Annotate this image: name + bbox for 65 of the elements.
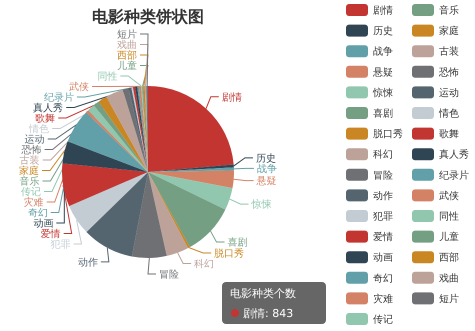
legend-label: 同性 [439, 210, 459, 222]
legend-label: 运动 [439, 86, 459, 99]
slice-label: 脱口秀 [214, 247, 244, 260]
legend-label: 奇幻 [373, 272, 393, 284]
legend-label: 家庭 [439, 25, 459, 38]
legend-label: 历史 [373, 25, 393, 38]
slice-label: 剧情 [222, 91, 242, 104]
legend-label: 恐怖 [438, 66, 459, 78]
legend-label: 剧情 [373, 4, 393, 16]
legend-label: 武侠 [439, 190, 459, 202]
slice-label: 悬疑 [256, 175, 277, 188]
legend-label: 歌舞 [439, 128, 459, 140]
slice-label: 纪录片 [44, 92, 74, 104]
legend-label: 动作 [373, 190, 393, 202]
legend-label: 战争 [373, 46, 393, 58]
legend-label: 喜剧 [373, 108, 393, 120]
slice-label: 爱情 [40, 228, 61, 240]
legend-label: 冒险 [373, 169, 393, 182]
legend-label: 惊悚 [372, 86, 393, 99]
text: 剧情: 843 [243, 307, 294, 320]
slice-label: 戏曲 [117, 39, 137, 51]
chart-title: 电影种类饼状图 [92, 7, 204, 26]
slice-label: 犯罪 [50, 240, 71, 250]
legend-label: 音乐 [439, 4, 459, 16]
legend-label: 脱口秀 [373, 128, 403, 140]
slice-label: 传记 [20, 186, 41, 198]
slice-label: 武侠 [69, 81, 90, 93]
slice-label: 歌舞 [35, 112, 56, 124]
slice-label: 运动 [24, 134, 45, 146]
legend-label: 动画 [373, 252, 393, 264]
slice-label: 真人秀 [33, 102, 64, 114]
legend-label: 犯罪 [373, 212, 393, 222]
slice-label: 动作 [78, 257, 98, 268]
slice-label: 音乐 [19, 176, 40, 188]
legend-label: 传记 [373, 314, 393, 326]
slice-label: 动画 [33, 218, 54, 230]
slice-label: 科幻 [194, 258, 214, 270]
slice-label: 同性 [97, 70, 118, 82]
slice-label: 奇幻 [28, 207, 48, 219]
slice-label: 短片 [117, 28, 137, 40]
slice-label: 西部 [117, 50, 137, 62]
slice-label: 历史 [256, 152, 276, 164]
legend-label: 真人秀 [439, 148, 469, 161]
legend-label: 古装 [439, 46, 459, 58]
legend-label: 短片 [439, 292, 459, 305]
slice-label: 惊悚 [250, 198, 272, 211]
slice-label: 古装 [20, 154, 40, 166]
slice-label: 喜剧 [228, 236, 248, 249]
slice-label: 恐怖 [20, 144, 42, 156]
slice-label: 灾难 [24, 196, 44, 208]
legend-label: 情色 [438, 108, 459, 120]
slice-label: 战争 [256, 162, 277, 175]
legend-label: 纪录片 [439, 169, 469, 182]
slice-label: 家庭 [19, 165, 40, 177]
slice-label: 冒险 [159, 268, 179, 280]
text: 电影种类个数 [230, 287, 296, 300]
legend-label: 西部 [439, 252, 459, 264]
legend-label: 悬疑 [372, 66, 393, 78]
slice-label: 儿童 [117, 60, 137, 72]
slice-label: 情色 [28, 123, 50, 135]
legend-label: 科幻 [373, 148, 393, 161]
legend-label: 儿童 [439, 231, 459, 244]
legend-label: 灾难 [373, 292, 393, 305]
legend-label: 爱情 [373, 231, 393, 244]
legend-label: 戏曲 [439, 272, 459, 284]
